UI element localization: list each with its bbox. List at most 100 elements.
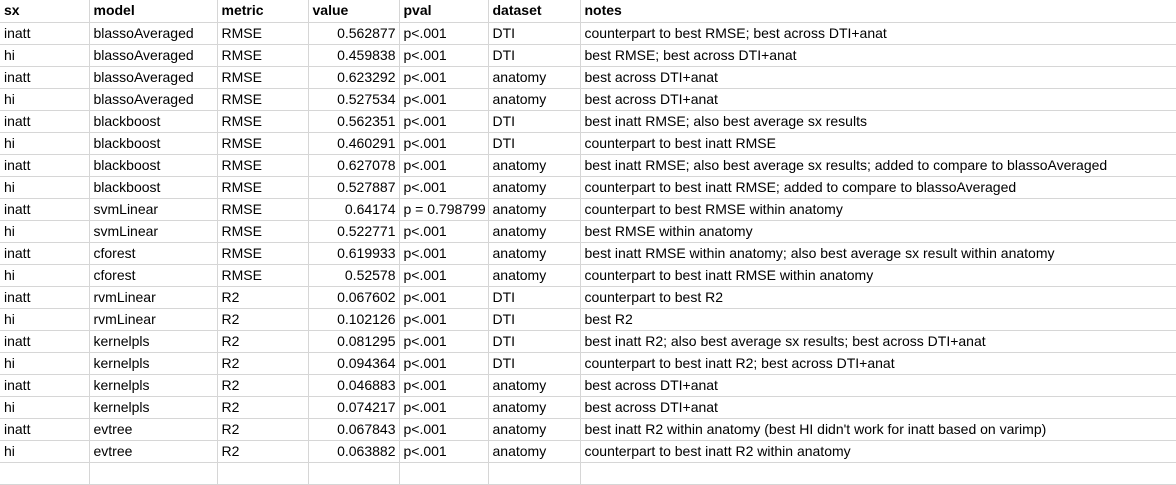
cell-notes[interactable]: best inatt R2 within anatomy (best HI di…: [580, 418, 1176, 441]
cell-sx[interactable]: inatt: [0, 22, 90, 45]
cell-value[interactable]: 0.527887: [308, 176, 400, 199]
cell-pval[interactable]: p<.001: [399, 330, 489, 353]
cell-value[interactable]: 0.627078: [308, 154, 400, 177]
cell-dataset[interactable]: DTI: [488, 352, 581, 375]
cell-notes[interactable]: best inatt RMSE within anatomy; also bes…: [580, 242, 1176, 265]
cell-pval[interactable]: p<.001: [399, 66, 489, 89]
cell-notes[interactable]: best across DTI+anat: [580, 396, 1176, 419]
cell-notes[interactable]: best R2: [580, 308, 1176, 331]
cell-value[interactable]: 0.52578: [308, 264, 400, 287]
cell-model[interactable]: evtree: [89, 418, 218, 441]
cell-sx[interactable]: hi: [0, 88, 90, 111]
cell-metric[interactable]: R2: [217, 396, 309, 419]
cell-value[interactable]: 0.067843: [308, 418, 400, 441]
empty-cell[interactable]: [580, 462, 1176, 485]
cell-pval[interactable]: p<.001: [399, 22, 489, 45]
cell-value[interactable]: 0.074217: [308, 396, 400, 419]
cell-dataset[interactable]: DTI: [488, 22, 581, 45]
cell-pval[interactable]: p<.001: [399, 264, 489, 287]
empty-cell[interactable]: [0, 462, 90, 485]
cell-sx[interactable]: inatt: [0, 242, 90, 265]
cell-value[interactable]: 0.102126: [308, 308, 400, 331]
cell-sx[interactable]: hi: [0, 396, 90, 419]
cell-dataset[interactable]: anatomy: [488, 198, 581, 221]
header-cell-metric[interactable]: metric: [217, 0, 309, 23]
cell-sx[interactable]: hi: [0, 308, 90, 331]
cell-metric[interactable]: R2: [217, 330, 309, 353]
cell-pval[interactable]: p<.001: [399, 286, 489, 309]
empty-cell[interactable]: [89, 462, 218, 485]
cell-pval[interactable]: p<.001: [399, 88, 489, 111]
cell-value[interactable]: 0.522771: [308, 220, 400, 243]
cell-value[interactable]: 0.562351: [308, 110, 400, 133]
empty-cell[interactable]: [308, 462, 400, 485]
cell-notes[interactable]: best RMSE; best across DTI+anat: [580, 44, 1176, 67]
cell-pval[interactable]: p<.001: [399, 132, 489, 155]
cell-notes[interactable]: best RMSE within anatomy: [580, 220, 1176, 243]
cell-metric[interactable]: RMSE: [217, 176, 309, 199]
cell-model[interactable]: blackboost: [89, 110, 218, 133]
cell-dataset[interactable]: anatomy: [488, 154, 581, 177]
header-cell-sx[interactable]: sx: [0, 0, 90, 23]
cell-model[interactable]: kernelpls: [89, 330, 218, 353]
cell-value[interactable]: 0.562877: [308, 22, 400, 45]
cell-dataset[interactable]: anatomy: [488, 418, 581, 441]
cell-metric[interactable]: RMSE: [217, 44, 309, 67]
cell-dataset[interactable]: anatomy: [488, 396, 581, 419]
cell-model[interactable]: blassoAveraged: [89, 88, 218, 111]
cell-pval[interactable]: p<.001: [399, 110, 489, 133]
cell-pval[interactable]: p<.001: [399, 440, 489, 463]
cell-pval[interactable]: p<.001: [399, 154, 489, 177]
cell-pval[interactable]: p = 0.798799: [399, 198, 489, 221]
cell-dataset[interactable]: anatomy: [488, 66, 581, 89]
cell-model[interactable]: blackboost: [89, 132, 218, 155]
header-cell-notes[interactable]: notes: [580, 0, 1176, 23]
cell-pval[interactable]: p<.001: [399, 418, 489, 441]
cell-pval[interactable]: p<.001: [399, 352, 489, 375]
cell-model[interactable]: rvmLinear: [89, 286, 218, 309]
cell-metric[interactable]: R2: [217, 418, 309, 441]
cell-sx[interactable]: inatt: [0, 418, 90, 441]
cell-notes[interactable]: counterpart to best inatt R2 within anat…: [580, 440, 1176, 463]
cell-notes[interactable]: best across DTI+anat: [580, 374, 1176, 397]
cell-dataset[interactable]: DTI: [488, 286, 581, 309]
cell-model[interactable]: cforest: [89, 242, 218, 265]
cell-metric[interactable]: RMSE: [217, 154, 309, 177]
cell-sx[interactable]: inatt: [0, 66, 90, 89]
cell-pval[interactable]: p<.001: [399, 396, 489, 419]
cell-model[interactable]: blassoAveraged: [89, 66, 218, 89]
cell-dataset[interactable]: anatomy: [488, 374, 581, 397]
cell-notes[interactable]: best across DTI+anat: [580, 88, 1176, 111]
cell-notes[interactable]: counterpart to best inatt R2; best acros…: [580, 352, 1176, 375]
cell-notes[interactable]: counterpart to best inatt RMSE within an…: [580, 264, 1176, 287]
cell-metric[interactable]: R2: [217, 352, 309, 375]
cell-sx[interactable]: inatt: [0, 154, 90, 177]
cell-notes[interactable]: counterpart to best inatt RMSE: [580, 132, 1176, 155]
cell-notes[interactable]: best inatt R2; also best average sx resu…: [580, 330, 1176, 353]
cell-value[interactable]: 0.063882: [308, 440, 400, 463]
cell-dataset[interactable]: anatomy: [488, 88, 581, 111]
cell-value[interactable]: 0.64174: [308, 198, 400, 221]
cell-dataset[interactable]: anatomy: [488, 176, 581, 199]
cell-value[interactable]: 0.081295: [308, 330, 400, 353]
cell-dataset[interactable]: DTI: [488, 308, 581, 331]
cell-value[interactable]: 0.527534: [308, 88, 400, 111]
cell-value[interactable]: 0.619933: [308, 242, 400, 265]
header-cell-value[interactable]: value: [308, 0, 400, 23]
cell-sx[interactable]: inatt: [0, 198, 90, 221]
cell-sx[interactable]: hi: [0, 264, 90, 287]
cell-value[interactable]: 0.623292: [308, 66, 400, 89]
cell-pval[interactable]: p<.001: [399, 220, 489, 243]
cell-pval[interactable]: p<.001: [399, 44, 489, 67]
cell-value[interactable]: 0.460291: [308, 132, 400, 155]
cell-metric[interactable]: RMSE: [217, 264, 309, 287]
cell-model[interactable]: rvmLinear: [89, 308, 218, 331]
cell-metric[interactable]: RMSE: [217, 220, 309, 243]
empty-cell[interactable]: [488, 462, 581, 485]
cell-metric[interactable]: R2: [217, 286, 309, 309]
cell-value[interactable]: 0.094364: [308, 352, 400, 375]
cell-dataset[interactable]: DTI: [488, 330, 581, 353]
cell-dataset[interactable]: DTI: [488, 110, 581, 133]
cell-model[interactable]: svmLinear: [89, 198, 218, 221]
cell-sx[interactable]: hi: [0, 44, 90, 67]
